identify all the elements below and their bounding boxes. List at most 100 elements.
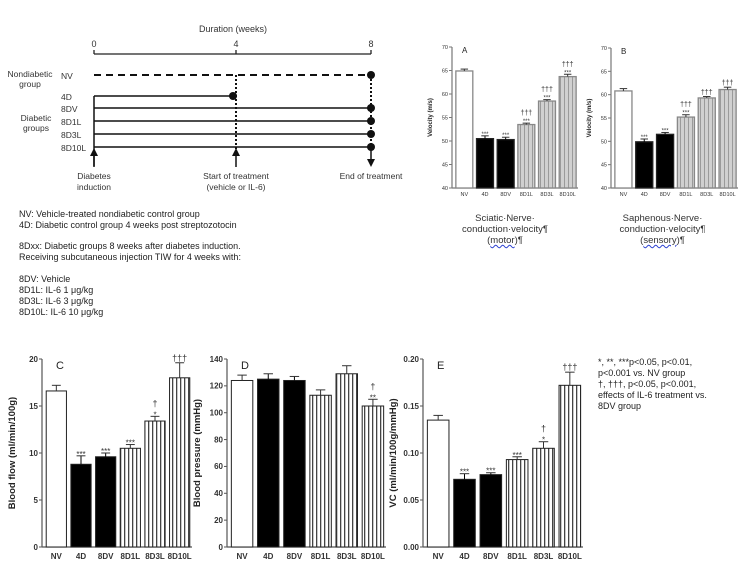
significance-stars: *** bbox=[662, 128, 670, 134]
x-tick-label: NV bbox=[433, 552, 445, 561]
caption-line: Sciatic·Nerve· bbox=[475, 213, 535, 224]
significance-stars: *** bbox=[101, 447, 110, 456]
significance-stars: *** bbox=[126, 439, 135, 448]
x-tick-label: 8D3L bbox=[337, 552, 357, 561]
x-tick-label: 8D10L bbox=[361, 552, 385, 561]
bar-nv bbox=[45, 390, 67, 548]
scale-tick-label: 8 bbox=[368, 39, 373, 49]
x-tick-label: 8D3L bbox=[145, 552, 165, 561]
significance-daggers: ††† bbox=[722, 80, 734, 87]
caption-saphenous: Saphenous·Nerve· conduction·velocity¶ (s… bbox=[595, 213, 730, 246]
y-axis-label: Velocity (m/s) bbox=[428, 98, 434, 137]
significance-stars: *** bbox=[486, 467, 495, 476]
y-tick-label: 45 bbox=[442, 162, 448, 168]
bar-8d3l bbox=[335, 373, 358, 548]
x-tick-label: 8D1L bbox=[311, 552, 331, 561]
x-tick-label: 8D1L bbox=[507, 552, 527, 561]
chart-panel-d: 0 20 40 60 80 100 120 140 Blood pressure (mmHg) D… bbox=[192, 355, 386, 561]
significance-daggers: † bbox=[541, 424, 546, 434]
event-diabetes-induction: Diabetes bbox=[77, 171, 111, 181]
chart-panel-b: 40 45 50 55 60 65 70 Velocity (m/s) B NV 4D *** 8DV *… bbox=[587, 46, 738, 198]
caption-part: ( bbox=[640, 235, 644, 246]
panel-title: E bbox=[437, 360, 444, 372]
y-tick-label: 60 bbox=[442, 92, 448, 98]
event-start-treatment: (vehicle or IL-6) bbox=[206, 182, 265, 192]
y-tick-label: 65 bbox=[442, 68, 448, 74]
bar-8d3l bbox=[144, 420, 166, 548]
scale-tick-label: 0 bbox=[91, 39, 96, 49]
y-tick-label: 40 bbox=[214, 489, 223, 498]
bar-4d bbox=[475, 137, 495, 189]
caption-line: conduction·velocity¶ bbox=[619, 224, 706, 235]
diabetic-groups-label: groups bbox=[23, 123, 49, 133]
timeline-diagram: Duration (weeks) 0 4 8 Nondiabetic group… bbox=[8, 24, 404, 192]
diagram-title: Duration (weeks) bbox=[199, 24, 267, 34]
caption-line: conduction·velocity¶ bbox=[462, 224, 548, 235]
group-label-8d1l: 8D1L bbox=[61, 117, 82, 127]
bar-8d3l bbox=[697, 97, 716, 189]
x-tick-label: 4D bbox=[76, 552, 86, 561]
note-line: 8DV group bbox=[598, 401, 642, 411]
x-tick-label: 8D3L bbox=[540, 192, 553, 198]
y-tick-label: 10 bbox=[29, 449, 38, 458]
legend-line: Receiving subcutaneous injection TIW for… bbox=[19, 252, 241, 262]
y-tick-label: 55 bbox=[601, 116, 607, 122]
x-tick-label: 4D bbox=[481, 192, 488, 198]
significance-stars: *** bbox=[682, 111, 690, 117]
y-tick-label: 0.10 bbox=[403, 449, 419, 458]
x-tick-label: NV bbox=[620, 192, 628, 198]
bar-8d10l bbox=[169, 377, 191, 548]
caption-line: (sensory)¶ bbox=[595, 235, 730, 246]
legend-line: 8D1L: IL-6 1 μg/kg bbox=[19, 285, 94, 295]
y-tick-label: 50 bbox=[442, 139, 448, 145]
y-tick-label: 0.05 bbox=[403, 496, 419, 505]
group-label-8dv: 8DV bbox=[61, 104, 78, 114]
y-tick-label: 20 bbox=[29, 355, 38, 364]
group-label-nv: NV bbox=[61, 71, 73, 81]
legend-line: 8D3L: IL-6 3 μg/kg bbox=[19, 296, 94, 306]
significance-stars: *** bbox=[76, 450, 85, 459]
significance-stars: * bbox=[542, 436, 545, 445]
y-tick-label: 70 bbox=[442, 45, 448, 51]
caption-line: (motor)¶ bbox=[440, 235, 570, 246]
significance-stars: *** bbox=[502, 133, 510, 139]
diabetic-groups-label: Diabetic bbox=[21, 113, 52, 123]
endpoint-8d10l bbox=[367, 143, 375, 151]
x-tick-label: 8D10L bbox=[168, 552, 192, 561]
x-tick-label: 8DV bbox=[660, 192, 671, 198]
significance-stars: *** bbox=[543, 96, 551, 102]
group-label-8d10l: 8D10L bbox=[61, 143, 86, 153]
bar-8d10l bbox=[361, 405, 385, 548]
bar-8dv bbox=[496, 138, 515, 189]
bar-8dv bbox=[283, 379, 306, 548]
significance-daggers: ††† bbox=[562, 362, 577, 372]
note-line: p<0.001 vs. NV group bbox=[598, 368, 686, 378]
y-tick-label: 45 bbox=[601, 163, 607, 169]
x-tick-label: 8D1L bbox=[121, 552, 141, 561]
event-end-treatment: End of treatment bbox=[340, 171, 403, 181]
event-start-treatment: Start of treatment bbox=[203, 171, 269, 181]
y-tick-label: 120 bbox=[210, 382, 224, 391]
x-tick-label: NV bbox=[237, 552, 249, 561]
bar-8d1l bbox=[505, 459, 529, 548]
bar-8d3l bbox=[532, 447, 555, 548]
bar-nv bbox=[614, 90, 633, 189]
x-tick-label: NV bbox=[461, 192, 469, 198]
y-tick-label: 65 bbox=[601, 69, 607, 75]
bar-8d10l bbox=[558, 75, 577, 189]
significance-stars: *** bbox=[481, 132, 489, 138]
y-tick-label: 40 bbox=[442, 186, 448, 192]
y-tick-label: 100 bbox=[210, 409, 224, 418]
significance-stars: * bbox=[153, 410, 156, 419]
group-label-8d3l: 8D3L bbox=[61, 130, 82, 140]
chart-panel-e: 0.00 0.05 0.10 0.15 0.20 VC (ml/min/100g/mmHg… bbox=[388, 355, 583, 561]
y-axis-label: Blood flow (ml/min/100g) bbox=[7, 397, 18, 509]
y-tick-label: 50 bbox=[601, 139, 607, 145]
y-tick-label: 40 bbox=[601, 186, 607, 192]
y-axis-label: VC (ml/min/100g/mmHg) bbox=[388, 398, 399, 507]
y-axis-label: Blood pressure (mmHg) bbox=[192, 399, 203, 507]
scale-tick-label: 4 bbox=[233, 39, 238, 49]
chart-panel-a: 40 45 50 55 60 65 70 Velocity (m/s) A NV 4D *** 8DV *… bbox=[428, 45, 578, 198]
